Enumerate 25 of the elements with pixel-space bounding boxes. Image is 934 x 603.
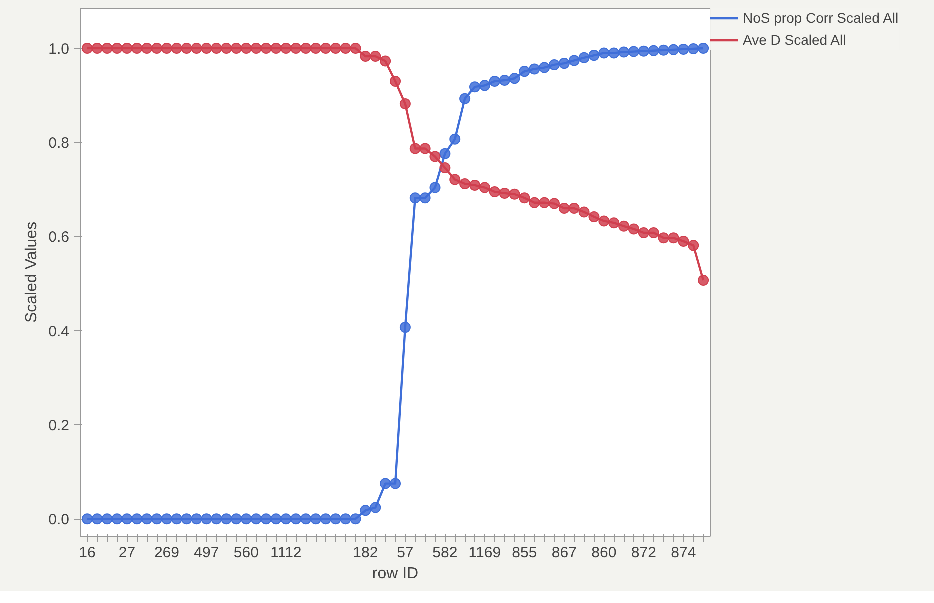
x-tick-label: 269 [154, 544, 180, 562]
x-tick-label: 560 [234, 544, 259, 562]
legend-label: NoS prop Corr Scaled All [743, 10, 899, 26]
x-tick-label: 497 [194, 544, 220, 562]
x-tick-label: 182 [353, 544, 378, 562]
legend-label: Ave D Scaled All [743, 32, 846, 48]
y-tick-label: 1.0 [48, 41, 70, 58]
x-tick-label: 57 [397, 544, 414, 562]
x-axis-title: row ID [372, 566, 419, 582]
x-tick-label: 27 [118, 544, 136, 562]
x-tick-label: 855 [512, 544, 538, 562]
x-tick-label: 872 [631, 544, 656, 562]
y-axis-title: Scaled Values [24, 222, 41, 324]
x-tick-label: 1169 [468, 544, 502, 562]
x-tick-label: 860 [592, 544, 617, 562]
x-tick-label: 874 [671, 544, 696, 562]
y-tick-label: 0.2 [48, 417, 70, 434]
y-tick-label: 0.8 [48, 135, 70, 152]
x-tick-label: 582 [432, 544, 458, 562]
x-tick-label: 1112 [270, 544, 302, 562]
y-tick-label: 0.0 [48, 512, 70, 529]
x-tick-label: 867 [552, 544, 577, 562]
x-tick-label: 16 [79, 544, 96, 562]
y-tick-label: 0.6 [48, 229, 70, 246]
y-tick-label: 0.4 [48, 323, 70, 340]
